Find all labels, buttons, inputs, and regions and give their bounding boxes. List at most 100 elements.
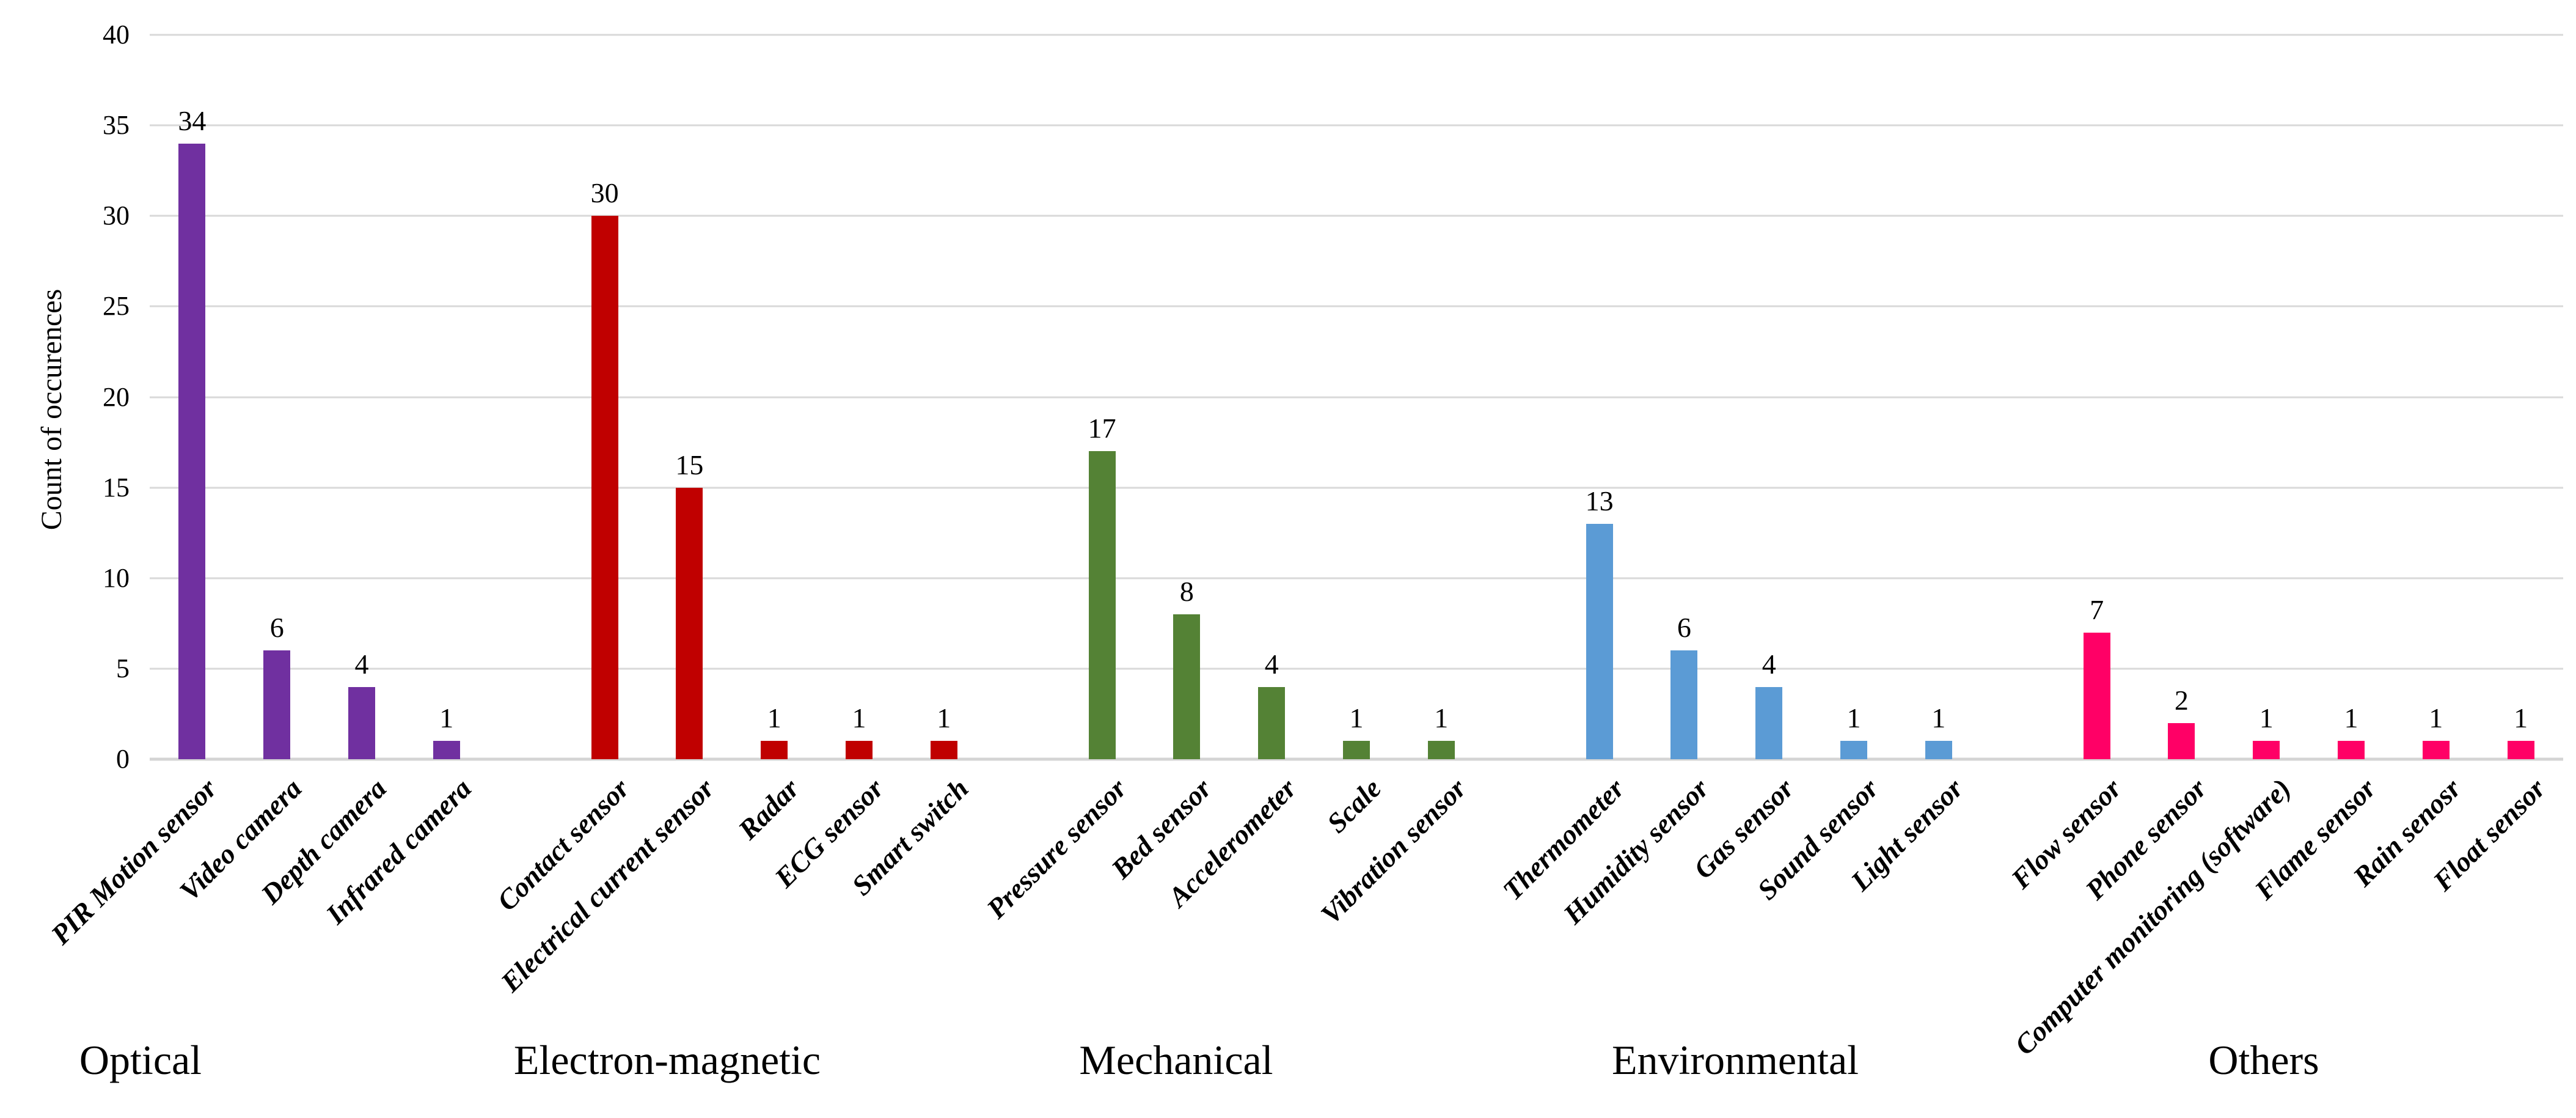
gridline-40: [150, 34, 2563, 36]
bar-slot-scale: 1 Scale: [1314, 35, 1399, 839]
bar-pressure-sensor: [1088, 451, 1116, 759]
bar-slot-humidity-sensor: 6 Humidity sensor: [1557, 35, 1727, 930]
value-label: 2: [2174, 684, 2189, 716]
bar-slot-computer-monitoring-software: 1 Computer monitoring (software): [2009, 35, 2309, 1061]
bar-flow-sensor: [2083, 632, 2110, 759]
bar-slot-contact-sensor: 30 Contact sensor: [491, 35, 647, 917]
group-label-others: Others: [2208, 1037, 2319, 1083]
value-label: 4: [354, 648, 369, 680]
value-label: 30: [590, 177, 619, 209]
value-label: 1: [439, 702, 454, 734]
value-label: 1: [1931, 702, 1946, 734]
y-axis-title: Count of occurences: [35, 289, 68, 531]
value-label: 1: [852, 702, 866, 734]
bar-electrical-current-sensor: [676, 487, 703, 759]
category-label: Scale: [1320, 772, 1387, 839]
gridline-5: [150, 667, 2563, 670]
x-axis-line: [150, 757, 2563, 761]
group-environmental: 13 Thermometer 6 Humidity sensor 4 Gas sensor…: [1496, 35, 1981, 930]
bar-slot-vibration-sensor: 1 Vibration sensor: [1314, 35, 1484, 930]
bar-slot-pir-motion-sensor: 34 PIR Motion sensor: [45, 35, 235, 951]
bar-humidity-sensor: [1670, 650, 1698, 759]
value-label: 34: [178, 105, 207, 136]
value-label: 4: [1762, 648, 1776, 680]
bar-slot-phone-sensor: 2 Phone sensor: [2079, 35, 2224, 905]
bar-slot-flow-sensor: 7 Flow sensor: [2005, 35, 2139, 894]
group-label-environmental: Environmental: [1611, 1037, 1859, 1083]
bar-sound-sensor: [1840, 741, 1867, 759]
value-label: 13: [1585, 485, 1614, 517]
group-label-optical: Optical: [79, 1037, 202, 1083]
gridline-15: [150, 487, 2563, 489]
bar-smart-switch: [930, 741, 957, 759]
bar-accelerometer: [1258, 686, 1286, 759]
y-tick-label-20: 20: [103, 381, 130, 412]
y-tick-label-0: 0: [116, 744, 130, 774]
bar-vibration-sensor: [1427, 741, 1455, 759]
group-others: 7 Flow sensor 2 Phone sensor 1 Computer monit…: [2005, 35, 2563, 1061]
bar-depth-camera: [348, 686, 375, 759]
bar-infrared-camera: [433, 741, 460, 759]
bar-slot-thermometer: 13 Thermometer: [1496, 35, 1642, 906]
value-label: 6: [1677, 612, 1691, 644]
bar-slot-electrical-current-sensor: 15 Electrical current sensor: [495, 35, 732, 998]
bar-flame-sensor: [2337, 741, 2365, 759]
bar-slot-light-sensor: 1 Light sensor: [1845, 35, 1981, 897]
value-label: 17: [1088, 413, 1116, 444]
value-label: 1: [2514, 702, 2528, 734]
group-electron-magnetic: 30 Contact sensor 15 Electrical current sen…: [491, 35, 986, 998]
bar-bed-sensor: [1173, 614, 1201, 759]
gridline-35: [150, 124, 2563, 127]
bar-slot-depth-camera: 4 Depth camera: [255, 35, 404, 910]
y-tick-label-30: 30: [103, 200, 130, 231]
bar-ecg-sensor: [845, 741, 873, 759]
bar-slot-bed-sensor: 8 Bed sensor: [1105, 35, 1229, 885]
group-label-mechanical: Mechanical: [1079, 1037, 1273, 1083]
gridline-20: [150, 396, 2563, 398]
gridline-30: [150, 215, 2563, 217]
bar-gas-sensor: [1755, 686, 1783, 759]
value-label: 1: [2259, 702, 2274, 734]
group-optical: 34 PIR Motion sensor 6 Video camera 4 Depth c…: [45, 35, 489, 951]
bar-slot-smart-switch: 1 Smart switch: [846, 35, 986, 902]
bar-slot-sound-sensor: 1 Sound sensor: [1751, 35, 1897, 906]
value-label: 7: [2090, 594, 2104, 625]
value-label: 1: [2344, 702, 2358, 734]
category-label: Radar: [731, 772, 805, 846]
bar-slot-video-camera: 6 Video camera: [174, 35, 320, 907]
bar-slot-ecg-sensor: 1 ECG sensor: [769, 35, 902, 894]
category-label: Pressure sensor: [981, 772, 1133, 925]
bar-slot-rain-senosr: 1 Rain senosr: [2347, 35, 2478, 892]
value-label: 15: [675, 449, 704, 480]
bar-slot-pressure-sensor: 17 Pressure sensor: [981, 35, 1144, 924]
bar-light-sensor: [1925, 741, 1952, 759]
bar-float-sensor: [2507, 741, 2534, 759]
y-tick-label-35: 35: [103, 110, 130, 141]
bar-slot-float-sensor: 1 Float sensor: [2427, 35, 2563, 897]
gridline-25: [150, 305, 2563, 307]
y-tick-label-40: 40: [103, 20, 130, 50]
value-label: 1: [1434, 702, 1449, 734]
bar-slot-gas-sensor: 4 Gas sensor: [1688, 35, 1812, 884]
category-label: Infrared camera: [320, 772, 477, 930]
bar-phone-sensor: [2168, 723, 2195, 759]
plot-area: 0 5 10 15 20 25 30 35 40 34 PIR Motion sensor 6 Vide…: [45, 21, 2563, 1061]
value-label: 1: [937, 702, 951, 734]
value-label: 8: [1179, 576, 1194, 607]
bar-contact-sensor: [591, 216, 618, 759]
category-label: Vibration sensor: [1314, 772, 1472, 930]
value-label: 6: [269, 612, 284, 644]
value-label: 4: [1264, 648, 1279, 680]
bar-video-camera: [263, 650, 291, 759]
value-label: 1: [2429, 702, 2443, 734]
y-tick-label-25: 25: [103, 291, 130, 322]
value-label: 1: [767, 702, 781, 734]
bars-row: 34 PIR Motion sensor 6 Video camera 4 Depth c…: [45, 35, 2563, 1061]
value-label: 1: [1349, 702, 1364, 734]
value-label: 1: [1846, 702, 1861, 734]
bar-scale: [1342, 741, 1370, 759]
bar-rain-senosr: [2422, 741, 2450, 759]
bar-pir-motion-sensor: [178, 143, 206, 759]
gridline-10: [150, 577, 2563, 579]
